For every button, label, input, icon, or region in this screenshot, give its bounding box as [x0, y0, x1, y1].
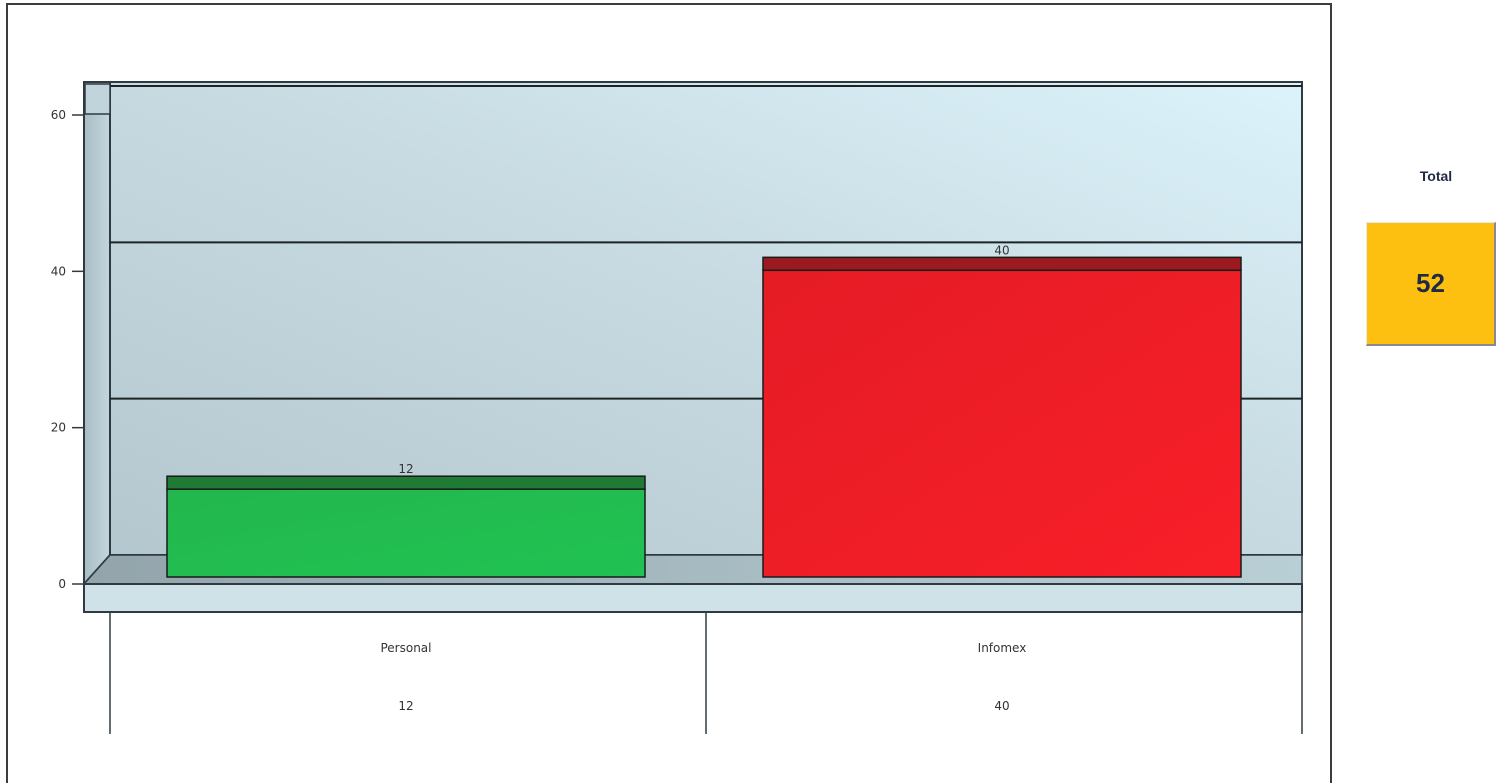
total-label: Total: [1419, 168, 1453, 184]
category-label: Personal: [380, 641, 431, 655]
table-value: 40: [994, 699, 1009, 713]
bar: [166, 488, 646, 578]
bar-chart: 0 20 40 60 12 40 Personal 12 Infomex 40: [51, 81, 1303, 734]
y-tick-label: 60: [51, 108, 66, 122]
bar: [762, 269, 1242, 578]
bar-data-label: 12: [398, 462, 413, 476]
y-tick-label: 40: [51, 264, 66, 278]
side-wall: [83, 81, 111, 587]
total-value: 52: [1416, 268, 1445, 298]
floor-front: [83, 583, 1303, 613]
category-label: Infomex: [978, 641, 1027, 655]
category-table: Personal 12 Infomex 40: [109, 612, 1303, 734]
bar-top: [166, 475, 646, 490]
y-tick-label: 20: [51, 421, 66, 435]
y-tick-label: 0: [58, 577, 66, 591]
table-value: 12: [398, 699, 413, 713]
bars: 12 40: [166, 243, 1242, 578]
wall-corner-cap: [84, 83, 111, 115]
bar-data-label: 40: [994, 243, 1009, 257]
chart-frame: 0 20 40 60 12 40 Personal 12 Infomex 40: [6, 3, 1332, 783]
bar-top: [762, 256, 1242, 272]
y-axis: 0 20 40 60: [51, 82, 85, 591]
total-box: 52: [1366, 222, 1496, 346]
